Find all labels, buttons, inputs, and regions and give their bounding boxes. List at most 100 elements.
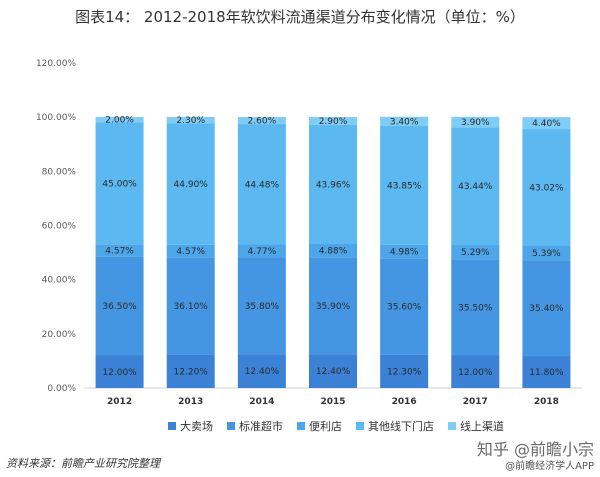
legend-label: 标准超市 xyxy=(239,420,283,433)
data-label: 12.00% xyxy=(102,368,137,378)
bar-segment xyxy=(451,116,500,128)
y-tick-label: 100.00% xyxy=(36,113,76,123)
data-label: 35.50% xyxy=(458,303,493,313)
legend-item: 其他线下门店 xyxy=(356,418,434,434)
x-tick-label: 2018 xyxy=(534,397,559,407)
bar-segment xyxy=(166,116,215,124)
y-tick-label: 40.00% xyxy=(42,276,77,286)
bar-segment xyxy=(95,244,144,257)
data-label: 5.29% xyxy=(461,248,490,258)
legend-label: 便利店 xyxy=(309,420,342,433)
legend-swatch xyxy=(297,422,305,430)
legend-label: 其他线下门店 xyxy=(368,420,434,433)
data-label: 11.80% xyxy=(529,368,564,378)
bar-segment xyxy=(237,117,286,125)
bar-segment xyxy=(309,257,357,355)
bar-segment xyxy=(237,124,286,245)
legend-item: 标准超市 xyxy=(227,418,283,434)
x-tick-label: 2012 xyxy=(107,397,132,407)
data-label: 12.40% xyxy=(245,367,280,377)
bar-segment xyxy=(522,117,571,130)
x-tick-label: 2017 xyxy=(463,397,488,407)
data-label: 2.90% xyxy=(319,117,348,127)
bar-segment xyxy=(451,355,500,388)
data-label: 35.90% xyxy=(316,302,351,312)
bar-segment xyxy=(166,354,215,388)
bar-segment xyxy=(95,116,144,123)
bar-segment xyxy=(309,117,357,125)
data-label: 43.96% xyxy=(316,180,351,190)
data-label: 12.40% xyxy=(316,367,351,377)
legend-item: 大卖场 xyxy=(168,418,213,434)
data-label: 43.85% xyxy=(387,181,422,191)
data-label: 4.57% xyxy=(176,247,205,257)
data-label: 44.48% xyxy=(245,180,280,190)
legend-swatch xyxy=(168,422,176,430)
x-tick-label: 2015 xyxy=(320,397,345,407)
bar-segment xyxy=(522,129,571,246)
data-label: 36.10% xyxy=(174,302,209,312)
data-label: 3.40% xyxy=(390,117,419,127)
data-label: 35.80% xyxy=(245,302,280,312)
bar-segment xyxy=(166,244,215,258)
bar-segment xyxy=(309,354,357,388)
legend-swatch xyxy=(448,422,456,430)
bar-segment xyxy=(522,260,571,357)
y-tick-label: 20.00% xyxy=(42,330,77,340)
x-tick-label: 2013 xyxy=(178,397,203,407)
data-label: 4.57% xyxy=(105,246,134,256)
data-label: 12.00% xyxy=(458,368,493,378)
x-tick-label: 2016 xyxy=(392,397,417,407)
bar-segment xyxy=(309,243,357,258)
watermark-sub-text: @前瞻经济学人APP xyxy=(505,461,594,472)
legend-item: 线上渠道 xyxy=(448,418,504,434)
data-label: 36.50% xyxy=(102,302,137,312)
data-label: 35.60% xyxy=(387,302,422,312)
y-tick-label: 120.00% xyxy=(36,59,76,69)
y-tick-label: 60.00% xyxy=(42,222,77,232)
bar-segment xyxy=(309,124,357,244)
data-label: 2.60% xyxy=(248,117,277,127)
data-label: 3.90% xyxy=(461,118,490,128)
source-note: 资料来源：前瞻产业研究院整理 xyxy=(6,457,160,470)
bar-segment xyxy=(380,258,429,355)
data-label: 4.77% xyxy=(248,247,277,257)
data-label: 12.30% xyxy=(387,367,422,377)
bar-segment xyxy=(380,244,429,259)
bar-segment xyxy=(237,257,286,355)
bar-segment xyxy=(166,123,215,245)
data-label: 45.00% xyxy=(102,179,137,189)
bar-segment xyxy=(95,256,144,356)
legend-label: 线上渠道 xyxy=(460,420,504,433)
data-label: 2.00% xyxy=(105,116,134,126)
bar-segment xyxy=(380,126,429,245)
data-label: 35.40% xyxy=(529,304,564,314)
chart-title: 图表14： 2012-2018年软饮料流通渠道分布变化情况（单位：%） xyxy=(75,8,525,26)
y-tick-label: 0.00% xyxy=(47,384,76,394)
bar-segment xyxy=(95,122,144,245)
data-label: 12.20% xyxy=(174,367,209,377)
data-label: 43.44% xyxy=(458,182,493,192)
legend-swatch xyxy=(227,422,235,430)
data-label: 43.02% xyxy=(529,183,564,193)
bar-segment xyxy=(451,245,500,260)
bar-segment xyxy=(380,354,429,388)
data-label: 4.98% xyxy=(390,248,419,258)
bar-segment xyxy=(237,244,286,258)
bar-segment xyxy=(95,355,144,388)
data-label: 2.30% xyxy=(176,116,205,126)
data-label: 4.40% xyxy=(532,119,561,129)
bar-segment xyxy=(237,354,286,388)
bar-segment xyxy=(522,245,571,261)
legend-swatch xyxy=(356,422,364,430)
x-tick-label: 2014 xyxy=(249,397,274,407)
data-label: 5.39% xyxy=(532,249,561,259)
chart-legend: 大卖场 标准超市 便利店 其他线下门店 线上渠道 xyxy=(168,418,504,434)
watermark-text: 知乎 @前瞻小宗 xyxy=(476,440,594,459)
legend-item: 便利店 xyxy=(297,418,342,434)
bar-segment xyxy=(451,259,500,356)
y-tick-label: 80.00% xyxy=(42,167,77,177)
data-label: 44.90% xyxy=(174,180,209,190)
legend-label: 大卖场 xyxy=(180,420,213,433)
